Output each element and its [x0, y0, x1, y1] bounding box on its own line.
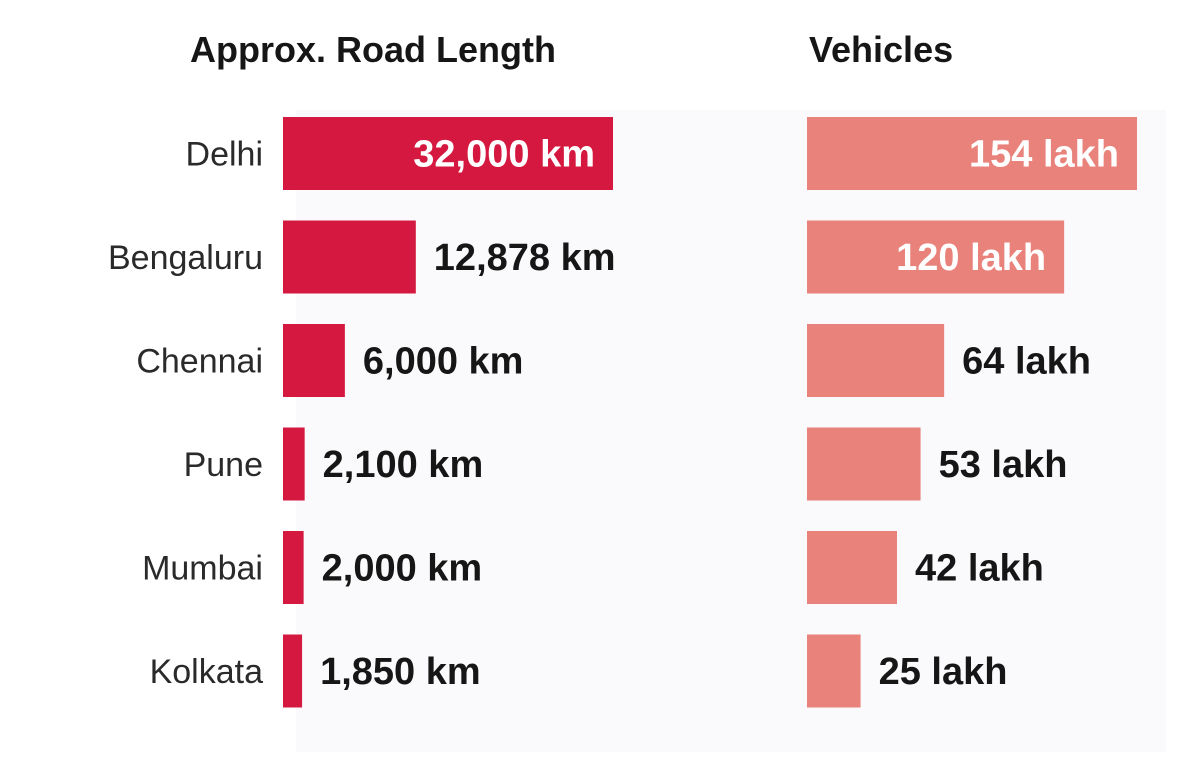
vehicles-chart-title: Vehicles — [809, 29, 953, 70]
category-label-mumbai: Mumbai — [142, 550, 263, 588]
category-label-bengaluru: Bengaluru — [108, 239, 263, 277]
road-value-label-chennai: 6,000 km — [363, 341, 524, 383]
road-value-label-mumbai: 2,000 km — [322, 548, 483, 590]
road-bar-pune — [283, 427, 305, 501]
vehicles-bar-bengaluru — [807, 220, 1065, 294]
category-label-chennai: Chennai — [136, 343, 263, 381]
road-value-label-pune: 2,100 km — [323, 444, 484, 486]
road-bar-bengaluru — [283, 220, 416, 294]
road-value-label-bengaluru: 12,878 km — [434, 237, 616, 279]
category-label-kolkata: Kolkata — [150, 653, 263, 691]
category-label-pune: Pune — [184, 446, 263, 484]
road-bar-chennai — [283, 324, 345, 397]
vehicles-value-label-kolkata: 25 lakh — [879, 651, 1008, 693]
vehicles-bar-delhi — [807, 117, 1137, 190]
road-value-label-kolkata: 1,850 km — [320, 651, 481, 693]
road-bar-delhi — [283, 117, 613, 190]
vehicles-value-label-chennai: 64 lakh — [962, 341, 1091, 383]
road-bar-mumbai — [283, 531, 304, 604]
road-bar-kolkata — [283, 634, 303, 708]
category-label-delhi: Delhi — [186, 136, 263, 174]
vehicles-bar-kolkata — [807, 634, 861, 708]
vehicles-bar-mumbai — [807, 531, 897, 604]
vehicles-value-label-delhi: 154 lakh — [969, 134, 1119, 176]
vehicles-bar-chennai — [807, 324, 945, 397]
vehicles-value-label-mumbai: 42 lakh — [915, 548, 1044, 590]
chart-panel — [296, 110, 1166, 752]
vehicles-value-label-pune: 53 lakh — [939, 444, 1068, 486]
vehicles-bar-pune — [807, 427, 921, 501]
vehicles-value-label-bengaluru: 120 lakh — [896, 237, 1046, 279]
road-value-label-delhi: 32,000 km — [413, 134, 595, 176]
road-chart-title: Approx. Road Length — [190, 29, 556, 70]
